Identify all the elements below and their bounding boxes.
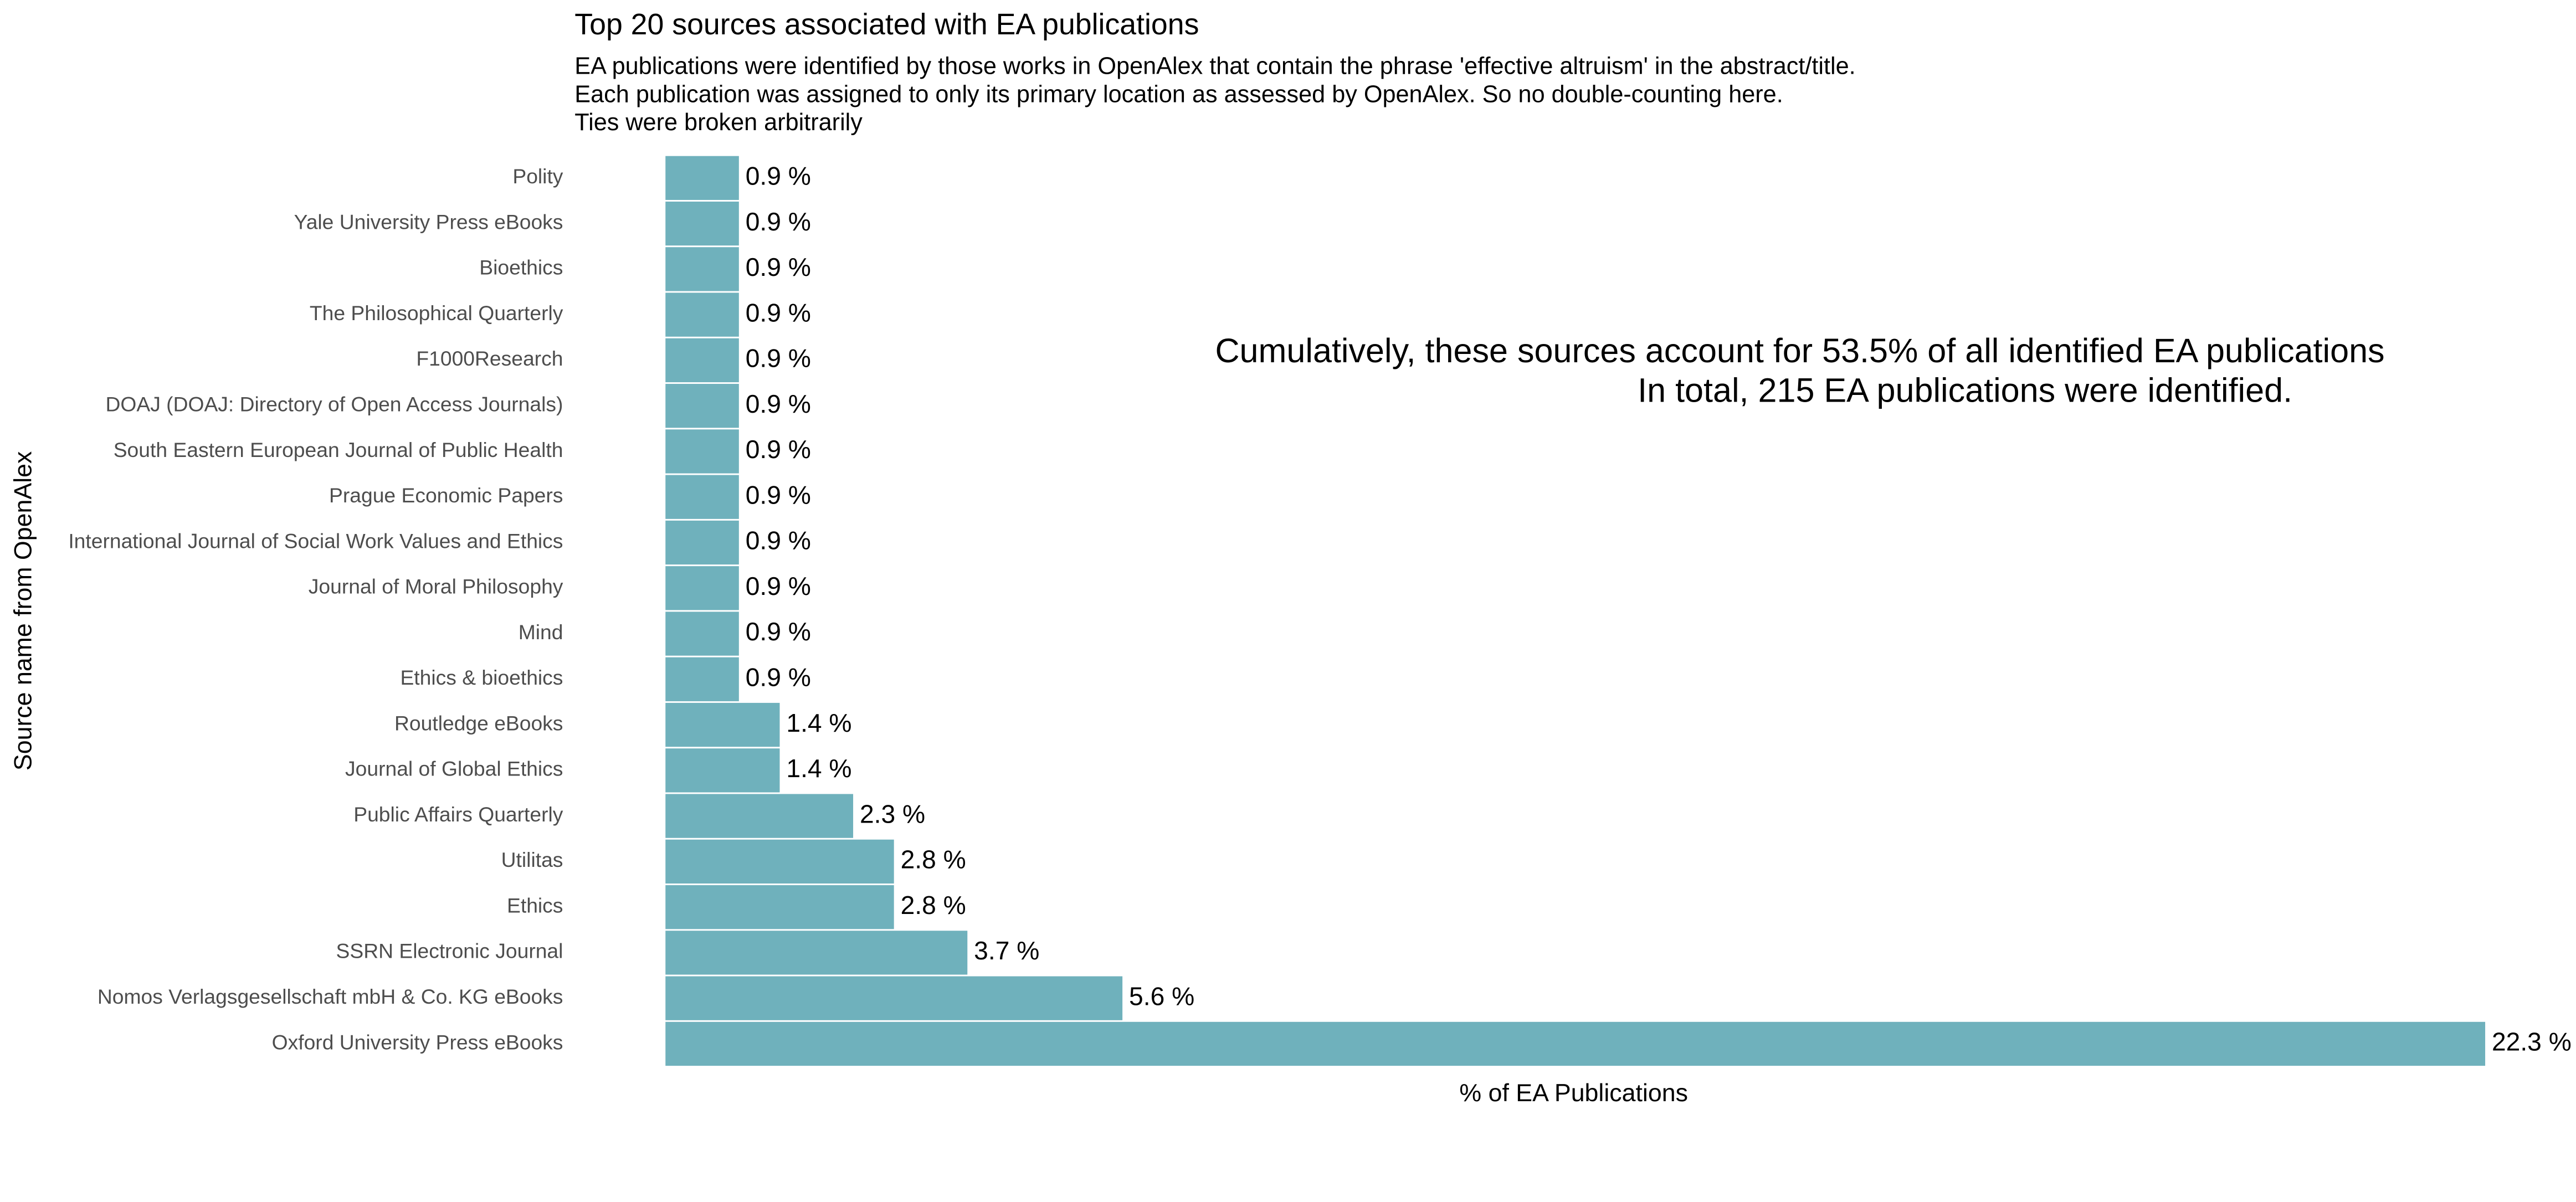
y-tick-label: Oxford University Press eBooks xyxy=(272,1030,563,1054)
y-tick-label: Yale University Press eBooks xyxy=(294,210,563,233)
y-tick-label: Bioethics xyxy=(479,256,563,279)
value-label: 5.6 % xyxy=(1129,982,1194,1010)
bar xyxy=(665,702,780,747)
value-label: 0.9 % xyxy=(746,162,811,191)
y-axis-label: Source name from OpenAlex xyxy=(10,451,37,770)
bar xyxy=(665,794,854,838)
chart-title: Top 20 sources associated with EA public… xyxy=(574,8,1199,41)
bar xyxy=(665,839,894,884)
y-tick-label: Public Affairs Quarterly xyxy=(353,803,563,826)
bar xyxy=(665,338,739,383)
y-tick-label: International Journal of Social Work Val… xyxy=(68,529,563,552)
value-label: 1.4 % xyxy=(786,708,851,737)
annotation: Cumulatively, these sources account for … xyxy=(1215,332,2384,369)
y-tick-label: SSRN Electronic Journal xyxy=(336,939,563,963)
bar xyxy=(665,885,894,929)
value-label: 1.4 % xyxy=(786,754,851,783)
value-label: 2.3 % xyxy=(860,799,925,828)
bar xyxy=(665,657,739,701)
x-axis-label: % of EA Publications xyxy=(1459,1080,1688,1107)
value-label: 0.9 % xyxy=(746,253,811,281)
value-label: 3.7 % xyxy=(974,936,1039,965)
bar xyxy=(665,475,739,519)
value-label: 0.9 % xyxy=(746,526,811,555)
value-label: 0.9 % xyxy=(746,344,811,373)
y-tick-label: DOAJ (DOAJ: Directory of Open Access Jou… xyxy=(105,393,563,416)
bar xyxy=(665,156,739,200)
bar xyxy=(665,612,739,656)
y-tick-label: Ethics xyxy=(507,893,563,917)
value-label: 0.9 % xyxy=(746,298,811,327)
y-tick-label: Utilitas xyxy=(501,848,563,871)
value-label: 0.9 % xyxy=(746,572,811,600)
bar xyxy=(665,748,780,793)
y-tick-label: The Philosophical Quarterly xyxy=(310,301,563,325)
y-tick-label: F1000Research xyxy=(416,347,563,370)
y-tick-label: Polity xyxy=(512,165,563,188)
bar xyxy=(665,429,739,474)
bar xyxy=(665,201,739,246)
value-label: 0.9 % xyxy=(746,662,811,691)
value-label: 0.9 % xyxy=(746,617,811,646)
annotation: In total, 215 EA publications were ident… xyxy=(1638,372,2292,409)
value-label: 22.3 % xyxy=(2492,1028,2572,1056)
bar xyxy=(665,520,739,565)
value-label: 0.9 % xyxy=(746,480,811,509)
y-tick-label: South Eastern European Journal of Public… xyxy=(114,438,563,461)
y-tick-label: Nomos Verlagsgesellschaft mbH & Co. KG e… xyxy=(98,985,563,1008)
subtitle-line: EA publications were identified by those… xyxy=(574,53,1855,80)
bar xyxy=(665,976,1123,1020)
y-tick-label: Prague Economic Papers xyxy=(329,484,563,507)
y-tick-label: Routledge eBooks xyxy=(394,711,563,734)
bar xyxy=(665,566,739,610)
y-tick-label: Journal of Global Ethics xyxy=(345,757,563,780)
y-tick-label: Journal of Moral Philosophy xyxy=(309,575,563,598)
y-tick-label: Mind xyxy=(519,620,563,644)
subtitle-line: Each publication was assigned to only it… xyxy=(574,81,1783,107)
y-tick-label: Ethics & bioethics xyxy=(400,666,563,689)
value-label: 0.9 % xyxy=(746,435,811,464)
subtitle-line: Ties were broken arbitrarily xyxy=(574,109,863,136)
bar xyxy=(665,931,968,975)
value-label: 2.8 % xyxy=(901,845,966,874)
value-label: 2.8 % xyxy=(901,891,966,920)
bar xyxy=(665,384,739,428)
bar xyxy=(665,292,739,337)
value-label: 0.9 % xyxy=(746,207,811,236)
bar xyxy=(665,1021,2486,1066)
value-label: 0.9 % xyxy=(746,389,811,418)
bar xyxy=(665,247,739,291)
